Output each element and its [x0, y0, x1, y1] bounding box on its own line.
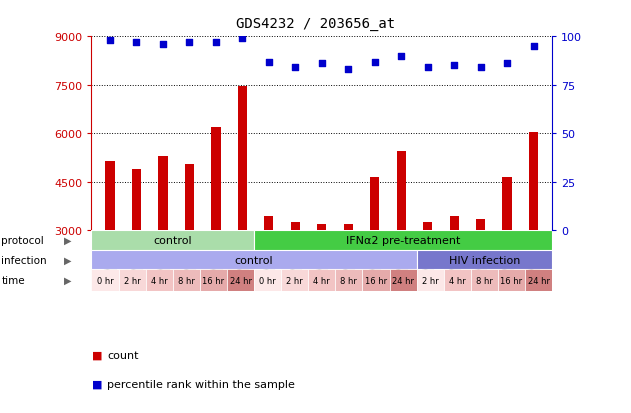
- Point: [529, 43, 539, 50]
- Bar: [344, 224, 353, 231]
- Point: [184, 40, 194, 46]
- Bar: [317, 224, 326, 231]
- Text: percentile rank within the sample: percentile rank within the sample: [107, 379, 295, 389]
- Text: control: control: [153, 235, 192, 246]
- Bar: [444, 270, 471, 291]
- Text: ▶: ▶: [64, 275, 72, 285]
- Text: 24 hr: 24 hr: [230, 276, 252, 285]
- Text: ▶: ▶: [64, 255, 72, 265]
- Text: count: count: [107, 350, 139, 360]
- Text: 0 hr: 0 hr: [97, 276, 114, 285]
- Bar: [91, 231, 254, 250]
- Point: [423, 65, 433, 71]
- Bar: [502, 178, 512, 231]
- Point: [131, 40, 141, 46]
- Bar: [132, 170, 141, 231]
- Text: ■: ■: [91, 350, 102, 360]
- Text: 8 hr: 8 hr: [341, 276, 357, 285]
- Bar: [423, 223, 432, 231]
- Text: 0 hr: 0 hr: [259, 276, 276, 285]
- Bar: [281, 270, 309, 291]
- Bar: [529, 133, 538, 231]
- Text: 2 hr: 2 hr: [286, 276, 303, 285]
- Bar: [146, 270, 173, 291]
- Bar: [525, 270, 552, 291]
- Text: HIV infection: HIV infection: [449, 255, 520, 265]
- Bar: [397, 152, 406, 231]
- Point: [264, 59, 274, 66]
- Point: [317, 61, 327, 68]
- Text: 16 hr: 16 hr: [365, 276, 387, 285]
- Bar: [335, 270, 362, 291]
- Text: 2 hr: 2 hr: [124, 276, 141, 285]
- Text: 8 hr: 8 hr: [178, 276, 195, 285]
- Text: 24 hr: 24 hr: [392, 276, 414, 285]
- Bar: [158, 157, 168, 231]
- Text: 4 hr: 4 hr: [314, 276, 330, 285]
- Text: 4 hr: 4 hr: [151, 276, 168, 285]
- Bar: [173, 270, 200, 291]
- Bar: [416, 250, 552, 270]
- Bar: [264, 216, 273, 231]
- Bar: [370, 178, 379, 231]
- Bar: [119, 270, 146, 291]
- Point: [237, 36, 247, 43]
- Bar: [449, 216, 459, 231]
- Text: protocol: protocol: [1, 235, 44, 246]
- Text: IFNα2 pre-treatment: IFNα2 pre-treatment: [346, 235, 460, 246]
- Text: 8 hr: 8 hr: [476, 276, 493, 285]
- Point: [370, 59, 380, 66]
- Bar: [471, 270, 498, 291]
- Text: GDS4232 / 203656_at: GDS4232 / 203656_at: [236, 17, 395, 31]
- Point: [343, 67, 353, 74]
- Text: 16 hr: 16 hr: [500, 276, 522, 285]
- Bar: [211, 128, 221, 231]
- Point: [290, 65, 300, 71]
- Text: time: time: [1, 275, 25, 285]
- Point: [211, 40, 221, 46]
- Point: [158, 42, 168, 48]
- Point: [502, 61, 512, 68]
- Bar: [238, 87, 247, 231]
- Bar: [254, 270, 281, 291]
- Bar: [227, 270, 254, 291]
- Bar: [362, 270, 389, 291]
- Point: [105, 38, 115, 44]
- Bar: [105, 161, 115, 231]
- Point: [476, 65, 486, 71]
- Bar: [254, 231, 552, 250]
- Bar: [291, 223, 300, 231]
- Text: 4 hr: 4 hr: [449, 276, 466, 285]
- Text: infection: infection: [1, 255, 47, 265]
- Text: 24 hr: 24 hr: [528, 276, 550, 285]
- Text: 2 hr: 2 hr: [422, 276, 439, 285]
- Bar: [476, 220, 485, 231]
- Text: ▶: ▶: [64, 235, 72, 246]
- Bar: [91, 270, 119, 291]
- Text: ■: ■: [91, 379, 102, 389]
- Bar: [200, 270, 227, 291]
- Bar: [498, 270, 525, 291]
- Text: control: control: [235, 255, 273, 265]
- Point: [396, 53, 406, 60]
- Bar: [389, 270, 416, 291]
- Text: 16 hr: 16 hr: [203, 276, 225, 285]
- Point: [449, 63, 459, 69]
- Bar: [185, 165, 194, 231]
- Bar: [91, 250, 416, 270]
- Bar: [309, 270, 335, 291]
- Bar: [416, 270, 444, 291]
